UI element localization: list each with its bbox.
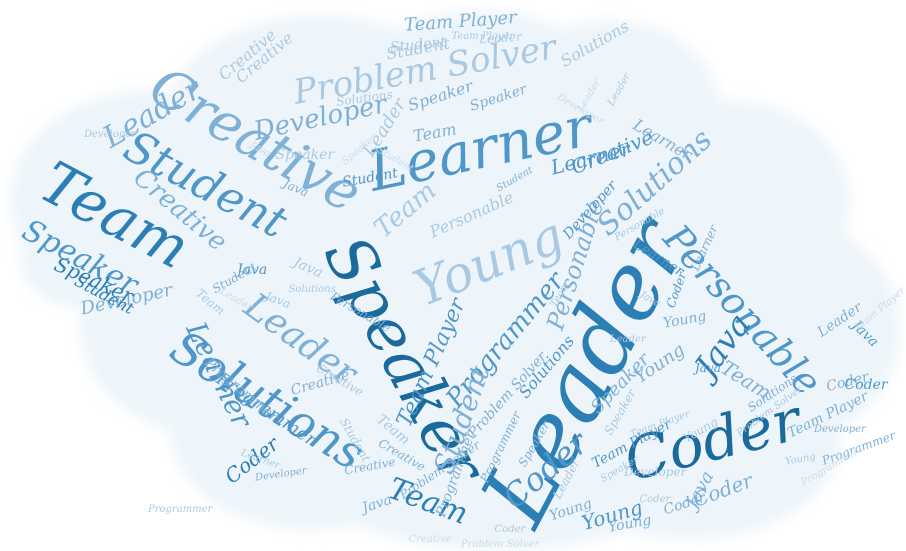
word-leader: Leader xyxy=(610,334,646,345)
word-solutions: Solutions xyxy=(288,284,336,295)
word-developer: Developer xyxy=(814,424,866,435)
word-solutions: Solutions xyxy=(557,16,633,71)
word-leader: Leader xyxy=(478,29,522,47)
word-programmer: Programmer xyxy=(148,504,213,515)
word-problem-solver: Problem Solver xyxy=(461,539,540,550)
word-developer: Developer xyxy=(84,129,136,140)
word-leader: Leader xyxy=(605,71,634,108)
word-coder: Coder xyxy=(844,377,888,393)
word-java: Java xyxy=(237,262,268,278)
word-java: Java xyxy=(695,361,721,375)
word-developer: Developer xyxy=(624,465,687,479)
word-creative: Creative xyxy=(408,534,452,545)
word-student: Student xyxy=(209,259,259,297)
cloud-fill xyxy=(10,10,900,550)
word-developer: Developer xyxy=(254,465,308,484)
word-speaker: Speaker xyxy=(275,147,335,163)
word-team-player: Team Player xyxy=(451,31,515,42)
word-coder: Coder xyxy=(494,524,526,535)
word-java: Java xyxy=(360,491,394,517)
word-coder: Coder xyxy=(639,494,671,505)
